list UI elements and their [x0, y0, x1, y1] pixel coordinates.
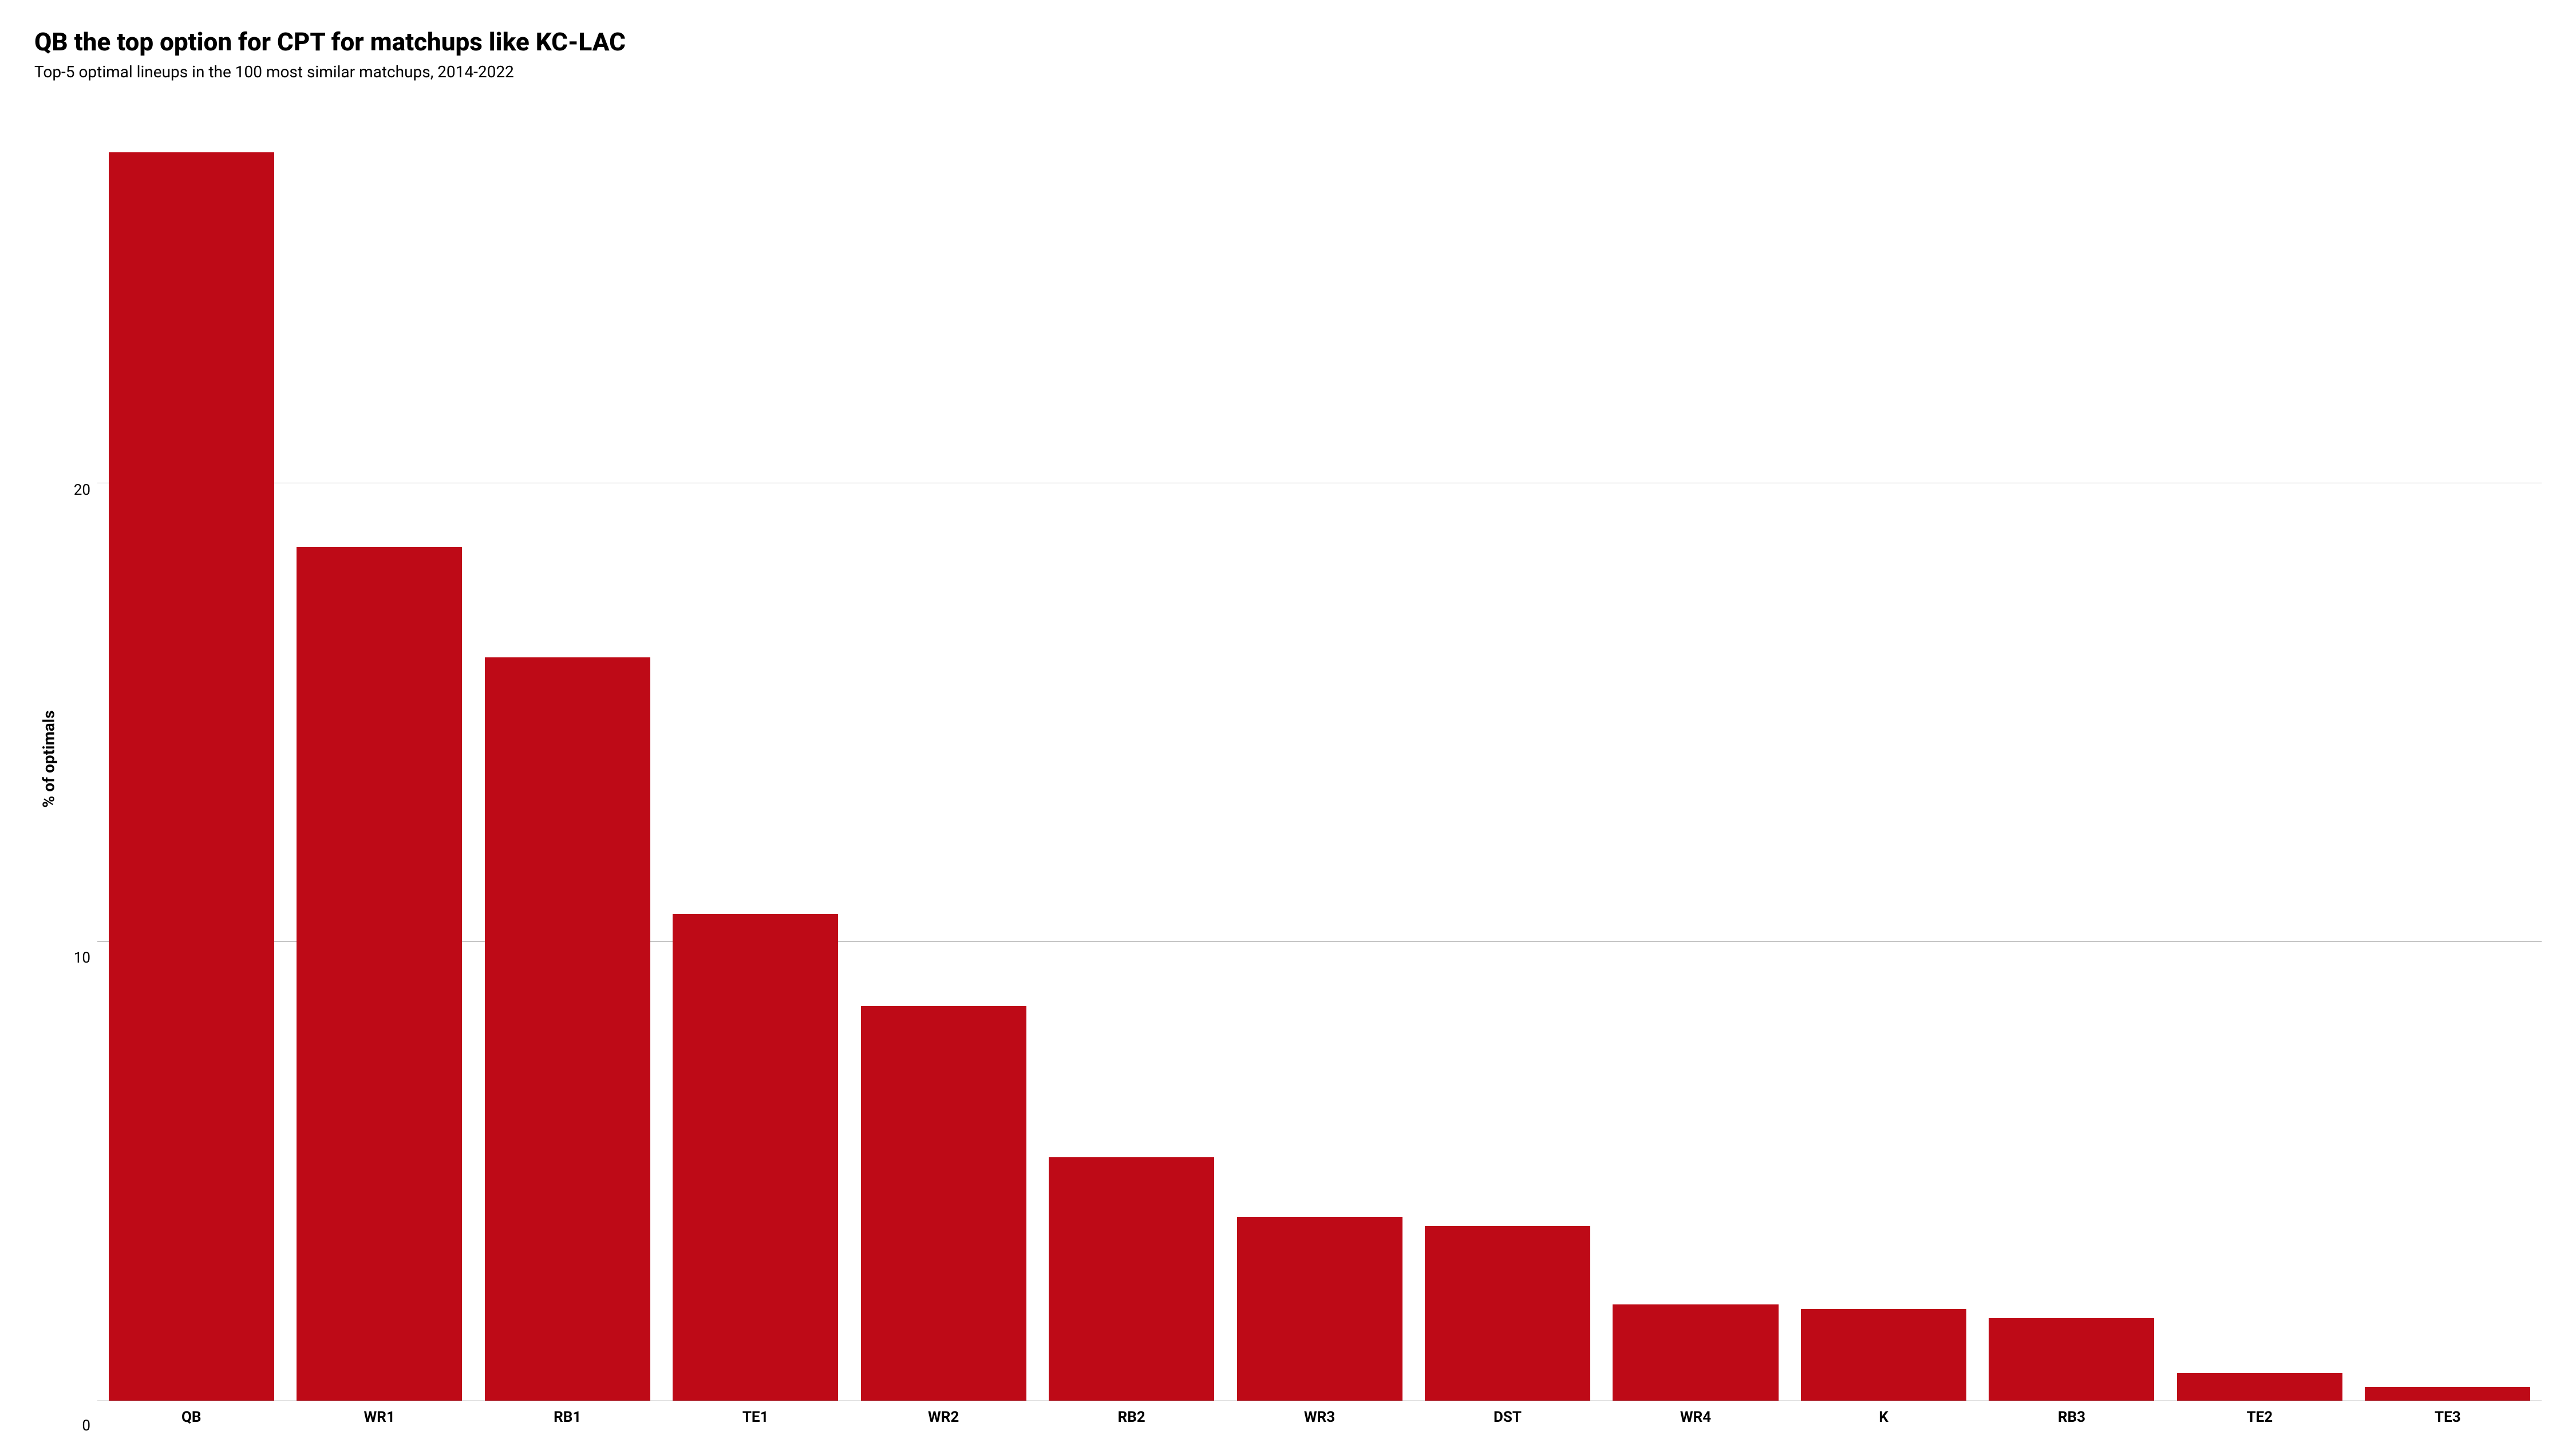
bar: [1237, 1217, 1402, 1401]
bar-slot: [850, 93, 1037, 1401]
x-axis: QBWR1RB1TE1WR2RB2WR3DSTWR4KRB3TE2TE3: [97, 1409, 2542, 1426]
bar: [2177, 1373, 2342, 1401]
chart-title: QB the top option for CPT for matchups l…: [34, 27, 2542, 57]
bar-slot: [2166, 93, 2353, 1401]
bar: [861, 1006, 1026, 1401]
y-tick-label: 10: [74, 949, 90, 967]
x-tick-label: WR2: [850, 1409, 1037, 1426]
plot-area: QBWR1RB1TE1WR2RB2WR3DSTWR4KRB3TE2TE3: [97, 93, 2542, 1426]
bar: [1989, 1318, 2154, 1401]
x-tick-label: WR3: [1226, 1409, 1413, 1426]
bar: [673, 914, 838, 1401]
bar-slot: [473, 93, 661, 1401]
y-tick-label: 0: [82, 1417, 90, 1434]
x-tick-label: WR4: [1602, 1409, 1789, 1426]
bar: [2365, 1387, 2530, 1401]
x-tick-label: K: [1789, 1409, 1977, 1426]
y-axis: 01020: [63, 93, 97, 1426]
grid-and-bars: [97, 93, 2542, 1401]
bar-slot: [661, 93, 849, 1401]
bar: [297, 547, 462, 1401]
bar-slot: [2354, 93, 2542, 1401]
bar-slot: [1789, 93, 1977, 1401]
x-tick-label: RB3: [1978, 1409, 2166, 1426]
bar: [485, 657, 650, 1401]
bar-slot: [97, 93, 285, 1401]
bar: [1049, 1157, 1214, 1401]
y-axis-label: % of optimals: [39, 711, 58, 808]
bar-slot: [1978, 93, 2166, 1401]
x-tick-label: RB1: [473, 1409, 661, 1426]
bar: [1425, 1226, 1590, 1401]
x-tick-label: WR1: [285, 1409, 473, 1426]
x-tick-label: TE3: [2354, 1409, 2542, 1426]
y-axis-label-wrap: % of optimals: [34, 93, 63, 1426]
x-tick-label: RB2: [1037, 1409, 1225, 1426]
plot-region: % of optimals 01020 QBWR1RB1TE1WR2RB2WR3…: [34, 93, 2542, 1426]
bar: [109, 152, 274, 1401]
x-tick-label: TE2: [2166, 1409, 2353, 1426]
chart-container: QB the top option for CPT for matchups l…: [0, 0, 2576, 1443]
x-tick-label: TE1: [661, 1409, 849, 1426]
bar-slot: [1037, 93, 1225, 1401]
chart-subtitle: Top-5 optimal lineups in the 100 most si…: [34, 62, 2542, 81]
bar: [1613, 1304, 1778, 1401]
bar-slot: [1602, 93, 1789, 1401]
bar-slot: [1413, 93, 1601, 1401]
chart-titles: QB the top option for CPT for matchups l…: [34, 27, 2542, 81]
bars: [97, 93, 2542, 1401]
bar-slot: [1226, 93, 1413, 1401]
y-tick-label: 20: [74, 482, 90, 499]
x-tick-label: DST: [1413, 1409, 1601, 1426]
x-tick-label: QB: [97, 1409, 285, 1426]
bar: [1801, 1309, 1966, 1401]
bar-slot: [285, 93, 473, 1401]
